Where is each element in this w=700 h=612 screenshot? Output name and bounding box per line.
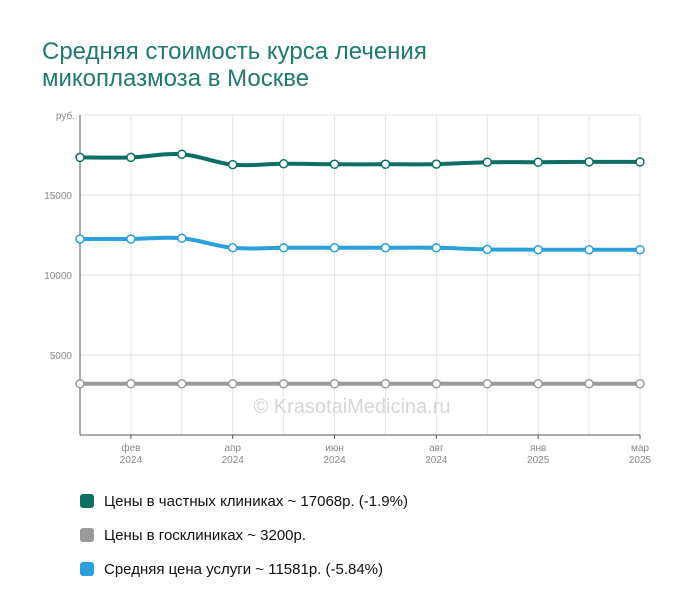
data-point (635, 157, 645, 167)
data-point (75, 234, 85, 244)
legend-label-public: Цены в госклиниках ~ 3200р. (104, 526, 307, 544)
x-tick-label-year: 2024 (425, 455, 448, 466)
data-point (177, 233, 187, 243)
data-point (329, 159, 340, 170)
legend-swatch-average (80, 562, 94, 576)
x-tick-label-year: 2024 (222, 455, 245, 466)
data-point (380, 159, 391, 170)
x-tick-label-year: 2025 (527, 455, 550, 466)
data-point (533, 244, 543, 255)
x-tick-label-year: 2025 (629, 455, 652, 466)
data-point (177, 149, 187, 159)
x-tick-label-month: мар (631, 443, 649, 454)
data-point (329, 379, 340, 389)
data-point (329, 243, 340, 253)
x-tick-label-year: 2024 (120, 455, 143, 466)
data-point (431, 159, 442, 169)
data-point (431, 243, 442, 253)
data-point (126, 234, 136, 244)
data-point (75, 379, 85, 389)
y-tick-label: 5000 (50, 351, 73, 362)
y-unit-label: руб. (56, 110, 75, 122)
data-point (533, 379, 543, 389)
legend-label-average: Средняя цена услуги ~ 11581р. (-5.84%) (104, 560, 384, 578)
data-point (126, 152, 136, 163)
data-point (584, 157, 594, 167)
data-point (533, 157, 543, 167)
data-point (75, 152, 85, 163)
data-point (482, 379, 493, 389)
legend-item-average[interactable]: Средняя цена услуги ~ 11581р. (-5.84%) (80, 552, 408, 586)
chart-title-line-2: микоплазмоза в Москве (42, 65, 310, 92)
data-point (584, 379, 594, 389)
chart-title: Средняя стоимость курса лечения микоплаз… (42, 38, 642, 92)
data-point (482, 244, 493, 255)
data-point (635, 244, 645, 255)
legend-label-private: Цены в частных клиниках ~ 17068р. (-1.9%… (104, 492, 408, 510)
data-point (431, 379, 442, 389)
legend-swatch-private (80, 494, 94, 508)
legend-item-public[interactable]: Цены в госклиниках ~ 3200р. (80, 518, 408, 552)
legend: Цены в частных клиниках ~ 17068р. (-1.9%… (80, 484, 408, 586)
data-point (380, 243, 391, 253)
y-tick-label: 15000 (44, 191, 72, 202)
y-tick-label: 10000 (44, 271, 72, 282)
data-point (227, 159, 238, 170)
data-point (227, 243, 238, 253)
data-point (227, 379, 238, 389)
data-point (177, 379, 187, 389)
data-point (380, 379, 391, 389)
chart-title-line-1: Средняя стоимость курса лечения (42, 38, 427, 65)
legend-item-private[interactable]: Цены в частных клиниках ~ 17068р. (-1.9%… (80, 484, 408, 518)
data-point (278, 379, 289, 389)
data-point (126, 379, 136, 389)
series-line (78, 235, 642, 252)
data-point (278, 243, 289, 253)
data-point (635, 379, 645, 389)
data-point (482, 157, 493, 167)
data-point (584, 244, 594, 255)
data-point (278, 159, 289, 169)
x-tick-label-month: апр (224, 443, 241, 454)
x-tick-label-year: 2024 (323, 455, 346, 466)
x-tick-label-month: авг (429, 443, 444, 454)
x-tick-label-month: янв (530, 443, 546, 454)
x-tick-label-month: июн (325, 443, 344, 454)
x-tick-label-month: фев (121, 442, 140, 454)
series-line (78, 151, 642, 168)
legend-swatch-public (80, 528, 94, 542)
watermark: © KrasotaiMedicina.ru (253, 396, 450, 418)
